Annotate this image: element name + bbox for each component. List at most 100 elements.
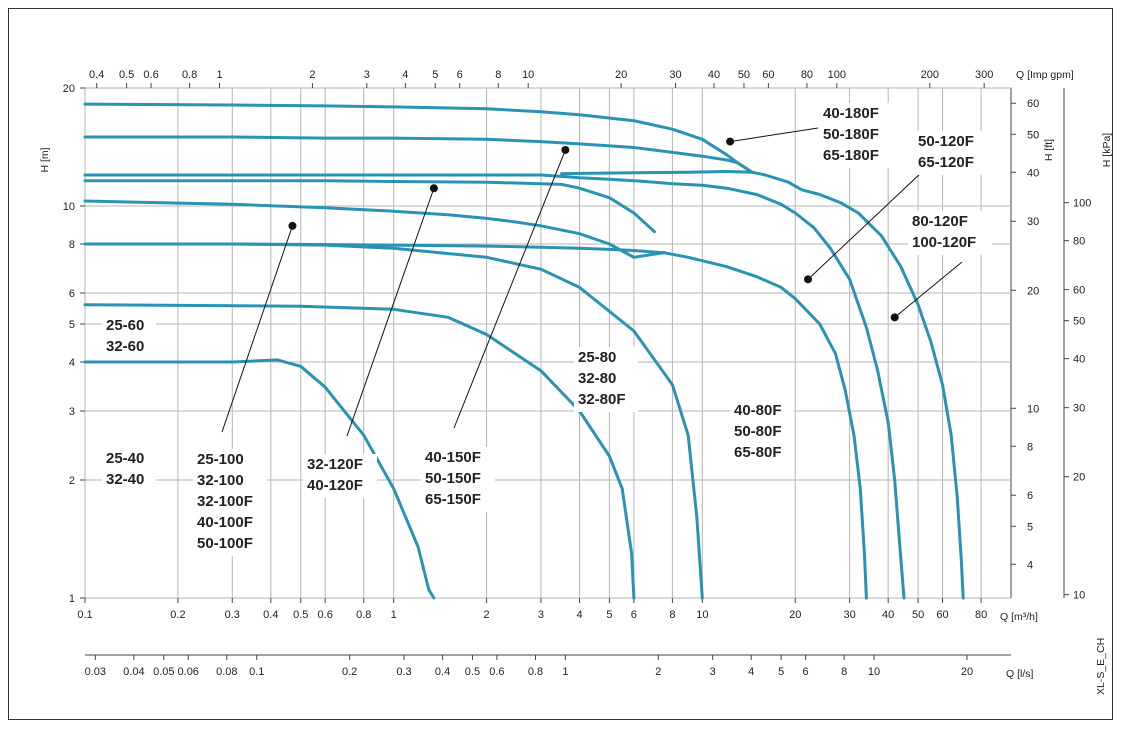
ft-tick-label: 6	[1027, 490, 1033, 502]
pump-model-label: 50-120F	[918, 133, 974, 150]
y-tick-label: 5	[69, 319, 75, 331]
ls-tick-label: 0.2	[342, 666, 357, 678]
pump-model-label: 65-180F	[823, 147, 879, 164]
pump-curve	[83, 358, 436, 600]
ls-axis-label: Q [l/s]	[1006, 668, 1034, 680]
x-tick-label: 5	[606, 609, 612, 621]
pump-model-label: 40-180F	[823, 105, 879, 122]
kpa-tick-label: 30	[1073, 403, 1085, 415]
top-tick-label: 8	[495, 69, 501, 81]
top-tick-label: 3	[364, 69, 370, 81]
top-tick-label: 20	[615, 69, 627, 81]
kpa-tick-label: 40	[1073, 354, 1085, 366]
pump-model-label: 50-180F	[823, 126, 879, 143]
ls-tick-label: 0.06	[178, 666, 199, 678]
x-tick-label: 1	[391, 609, 397, 621]
kpa-tick-label: 20	[1073, 472, 1085, 484]
ls-tick-label: 0.08	[216, 666, 237, 678]
top-tick-label: 80	[801, 69, 813, 81]
leader-dot	[429, 184, 438, 193]
leader-line	[894, 261, 963, 318]
top-tick-label: 50	[738, 69, 750, 81]
top-tick-label: 40	[708, 69, 720, 81]
top-tick-label: 4	[402, 69, 408, 81]
ls-tick-label: 0.8	[528, 666, 543, 678]
kpa-tick-label: 80	[1073, 236, 1085, 248]
x-tick-label: 3	[538, 609, 544, 621]
ft-axis-label: H [ft]	[1043, 139, 1055, 161]
chart-code-label: XL-S_E_CH	[1095, 638, 1107, 695]
pump-model-label: 50-80F	[734, 423, 782, 440]
top-tick-label: 200	[921, 69, 939, 81]
ls-tick-label: 1	[562, 666, 568, 678]
top-tick-label: 0.6	[143, 69, 158, 81]
kpa-tick-label: 50	[1073, 316, 1085, 328]
pump-model-label: 50-150F	[425, 470, 481, 487]
top-tick-label: 0.5	[119, 69, 134, 81]
x-tick-label: 10	[696, 609, 708, 621]
pump-model-label: 32-100F	[197, 493, 253, 510]
top-axis-label: Q [Imp gpm]	[1016, 69, 1074, 81]
x-tick-label: 2	[484, 609, 490, 621]
x-tick-label: 30	[843, 609, 855, 621]
pump-model-label: 32-80	[578, 370, 616, 387]
ls-tick-label: 8	[841, 666, 847, 678]
pump-curve	[800, 188, 965, 600]
top-tick-label: 1	[216, 69, 222, 81]
ft-tick-label: 4	[1027, 559, 1033, 571]
ls-tick-label: 0.03	[85, 666, 106, 678]
y-tick-label: 20	[63, 83, 75, 95]
x-tick-label: 0.3	[225, 609, 240, 621]
ls-tick-label: 0.3	[396, 666, 411, 678]
kpa-tick-label: 10	[1073, 590, 1085, 602]
leader-dot	[288, 221, 297, 230]
pump-model-label: 80-120F	[912, 213, 968, 230]
ft-tick-label: 40	[1027, 167, 1039, 179]
kpa-tick-label: 60	[1073, 285, 1085, 297]
pump-model-label: 65-120F	[918, 154, 974, 171]
pump-model-label: 25-40	[106, 450, 144, 467]
pump-model-label: 100-120F	[912, 234, 976, 251]
kpa-axis-label: H [kPa]	[1101, 133, 1113, 168]
pump-curve	[560, 170, 804, 192]
x-tick-label: 50	[912, 609, 924, 621]
pump-model-label: 32-120F	[307, 456, 363, 473]
ls-tick-label: 10	[868, 666, 880, 678]
ft-tick-label: 10	[1027, 403, 1039, 415]
x-tick-label: 8	[669, 609, 675, 621]
leader-line	[730, 127, 819, 143]
y-tick-label: 2	[69, 475, 75, 487]
pump-curve	[83, 135, 754, 174]
leader-line	[346, 188, 435, 437]
top-tick-label: 5	[432, 69, 438, 81]
top-tick-label: 6	[457, 69, 463, 81]
y-tick-label: 10	[63, 201, 75, 213]
ls-tick-label: 2	[655, 666, 661, 678]
pump-model-label: 65-150F	[425, 491, 481, 508]
label-backdrop	[819, 103, 893, 168]
label-backdrop	[914, 131, 988, 175]
ls-tick-label: 0.05	[153, 666, 174, 678]
label-backdrop	[908, 211, 992, 255]
label-backdrop	[102, 448, 156, 492]
ft-tick-label: 8	[1027, 441, 1033, 453]
pump-model-label: 32-60	[106, 338, 144, 355]
pump-model-label: 25-60	[106, 317, 144, 334]
ft-tick-label: 20	[1027, 285, 1039, 297]
top-tick-label: 2	[309, 69, 315, 81]
label-backdrop	[193, 449, 267, 556]
leader-dot	[726, 137, 735, 146]
ls-tick-label: 0.04	[123, 666, 144, 678]
y-tick-label: 3	[69, 406, 75, 418]
pump-curve	[83, 199, 666, 259]
label-backdrop	[421, 447, 495, 512]
x-tick-label: 0.4	[263, 609, 278, 621]
y-tick-label: 1	[69, 593, 75, 605]
label-backdrop	[730, 400, 794, 465]
ft-tick-label: 5	[1027, 521, 1033, 533]
x-tick-label: 40	[882, 609, 894, 621]
leader-dot	[561, 145, 570, 154]
pump-model-label: 40-150F	[425, 449, 481, 466]
top-tick-label: 0.4	[89, 69, 104, 81]
